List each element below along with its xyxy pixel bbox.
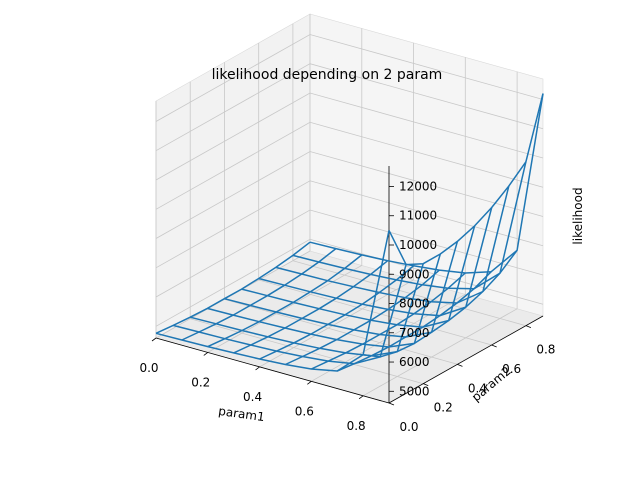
wireframe-line-y-4 bbox=[224, 241, 459, 338]
x-tick-label: 0.2 bbox=[191, 375, 210, 389]
wireframe-line-y-2 bbox=[190, 263, 424, 357]
chart-title: likelihood depending on 2 param bbox=[212, 67, 443, 83]
z-grid-line bbox=[155, 121, 544, 210]
axis-panes bbox=[155, 13, 544, 404]
wireframe-line-x-1 bbox=[181, 248, 337, 341]
wireframe-line-x-3 bbox=[233, 260, 389, 354]
wireframe-line-y-6 bbox=[258, 207, 493, 317]
y-tick-label: 0.4 bbox=[468, 381, 487, 395]
z-grid-line bbox=[155, 63, 544, 152]
z-tick-label: 10000 bbox=[399, 238, 437, 252]
y-tick-label: 0.2 bbox=[434, 401, 453, 415]
x-tick-label: 0.8 bbox=[347, 419, 366, 433]
x-tick-mark bbox=[203, 352, 209, 356]
x-tick-mark bbox=[358, 395, 364, 400]
x-tick-mark bbox=[151, 337, 157, 342]
wireframe-line-x-2 bbox=[207, 254, 363, 348]
wireframe-line-x-7 bbox=[336, 271, 492, 372]
z-tick-label: 11000 bbox=[399, 209, 437, 223]
y-tick-mark bbox=[388, 402, 395, 406]
z-tick-label: 9000 bbox=[399, 267, 430, 281]
z-grid-line bbox=[155, 151, 544, 239]
wireframe-line-x-8 bbox=[363, 249, 518, 358]
y-tick-mark bbox=[491, 344, 497, 348]
wireframe-line-x-9 bbox=[388, 93, 544, 266]
wireframe-line-y-1 bbox=[172, 264, 407, 365]
wireframe-surface bbox=[155, 93, 544, 372]
y-axis-line bbox=[388, 315, 544, 404]
wireframe-line-y-9 bbox=[309, 93, 544, 274]
x-tick-mark bbox=[255, 366, 260, 371]
wireframe-line-y-5 bbox=[241, 225, 476, 328]
y-tick-label: 0.0 bbox=[399, 420, 418, 434]
z-grid-line bbox=[155, 238, 544, 327]
y-tick-mark bbox=[423, 383, 429, 387]
z-grid-line bbox=[155, 180, 544, 269]
wireframe-line-y-7 bbox=[275, 185, 510, 304]
x-axis-line bbox=[155, 337, 390, 404]
x-tick-mark bbox=[307, 381, 312, 385]
wireframe-line-y-8 bbox=[292, 161, 527, 290]
x-tick-label: 0.0 bbox=[139, 361, 158, 375]
x-axis-label: param1 bbox=[218, 404, 266, 424]
z-axis-label: likelihood bbox=[571, 187, 585, 244]
wireframe-line-x-0 bbox=[155, 241, 311, 334]
z-grid-line bbox=[155, 209, 544, 298]
z-tick-label: 12000 bbox=[399, 179, 437, 193]
z-grid-line bbox=[155, 34, 544, 122]
y-tick-label: 0.8 bbox=[536, 343, 555, 357]
wireframe-line-x-4 bbox=[259, 265, 415, 360]
z-tick-label: 8000 bbox=[399, 297, 430, 311]
y-tick-mark bbox=[457, 363, 463, 367]
tick-marks bbox=[151, 186, 532, 406]
x-tick-label: 0.4 bbox=[243, 390, 262, 404]
z-tick-label: 7000 bbox=[399, 326, 430, 340]
y-tick-mark bbox=[525, 325, 532, 329]
wireframe-line-y-3 bbox=[207, 253, 442, 348]
z-tick-label: 5000 bbox=[399, 384, 430, 398]
x-tick-label: 0.6 bbox=[295, 404, 314, 418]
wireframe-line-x-5 bbox=[285, 269, 440, 366]
z-grid-line bbox=[155, 92, 544, 181]
tick-labels: 0.0 0.2 0.4 0.6 0.8 0.0 0.2 0.4 0.6 0.8 5000 6000 70… bbox=[139, 179, 555, 434]
z-tick-label: 6000 bbox=[399, 355, 430, 369]
y-tick-label: 0.6 bbox=[502, 362, 521, 376]
